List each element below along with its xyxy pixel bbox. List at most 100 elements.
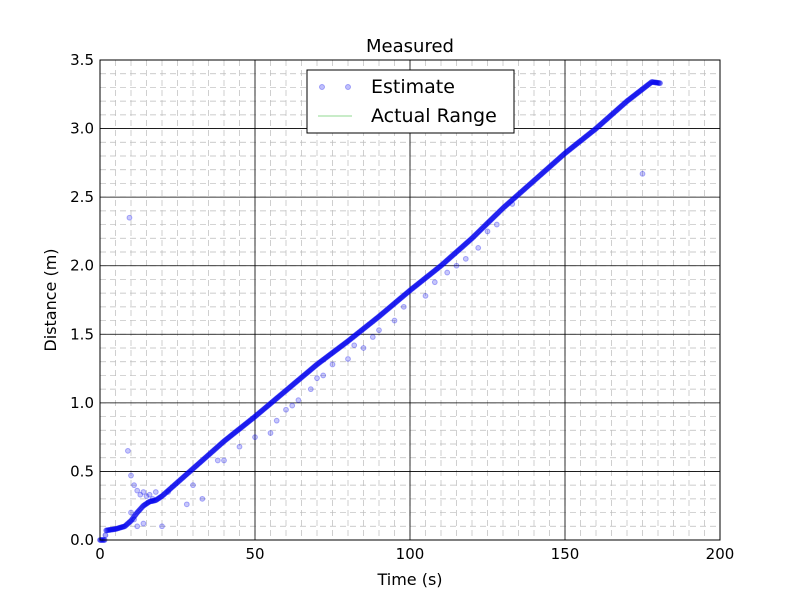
estimate-point bbox=[249, 416, 255, 422]
estimate-point bbox=[260, 406, 267, 413]
estimate-point bbox=[238, 424, 245, 431]
estimate-point bbox=[196, 460, 203, 467]
estimate-point bbox=[534, 175, 540, 181]
estimate-point bbox=[284, 386, 290, 393]
estimate-point bbox=[623, 99, 629, 105]
estimate-point bbox=[226, 434, 233, 441]
estimate-point bbox=[443, 258, 450, 265]
estimate-point bbox=[433, 266, 440, 272]
estimate-point bbox=[344, 339, 350, 345]
estimate-point bbox=[147, 498, 154, 505]
estimate-point bbox=[328, 350, 335, 357]
estimate-point bbox=[613, 107, 620, 114]
estimate-point bbox=[138, 505, 145, 511]
estimate-outlier-point bbox=[329, 361, 336, 368]
estimate-point bbox=[490, 214, 497, 221]
estimate-point bbox=[536, 173, 543, 180]
estimate-point bbox=[498, 207, 504, 214]
estimate-point bbox=[262, 404, 269, 411]
estimate-point bbox=[237, 425, 244, 431]
estimate-point bbox=[566, 147, 573, 153]
estimate-point bbox=[483, 221, 490, 228]
estimate-point bbox=[458, 244, 465, 251]
estimate-point bbox=[419, 277, 426, 284]
estimate-point bbox=[532, 176, 538, 183]
estimate-outlier-point bbox=[125, 447, 131, 454]
estimate-point bbox=[209, 448, 216, 455]
estimate-point bbox=[607, 112, 614, 119]
estimate-point bbox=[338, 342, 345, 349]
estimate-point bbox=[119, 523, 126, 530]
estimate-point bbox=[469, 235, 475, 242]
estimate-point bbox=[385, 305, 392, 312]
estimate-point bbox=[255, 411, 262, 417]
estimate-point bbox=[241, 421, 248, 428]
estimate-point bbox=[132, 512, 139, 519]
estimate-point bbox=[621, 100, 627, 107]
estimate-outlier-point bbox=[422, 292, 429, 299]
estimate-point bbox=[632, 91, 639, 98]
estimate-point bbox=[588, 128, 595, 135]
estimate-point bbox=[235, 426, 242, 433]
estimate-point bbox=[123, 521, 130, 528]
estimate-point bbox=[422, 275, 429, 281]
estimate-point bbox=[618, 102, 625, 109]
estimate-point bbox=[277, 391, 284, 398]
estimate-point bbox=[361, 325, 368, 331]
estimate-point bbox=[345, 338, 351, 345]
estimate-point bbox=[287, 384, 294, 390]
estimate-point bbox=[375, 314, 381, 321]
estimate-point bbox=[646, 80, 653, 87]
estimate-point bbox=[142, 501, 149, 508]
estimate-point bbox=[239, 423, 246, 430]
estimate-point bbox=[638, 87, 645, 93]
estimate-point bbox=[295, 377, 302, 383]
estimate-point bbox=[245, 418, 252, 425]
estimate-point bbox=[488, 216, 495, 223]
estimate-point bbox=[242, 421, 249, 427]
estimate-point bbox=[297, 375, 304, 382]
estimate-point bbox=[170, 483, 177, 489]
estimate-point bbox=[263, 404, 270, 410]
estimate-point bbox=[594, 124, 600, 131]
legend: Estimate Actual Range bbox=[306, 69, 515, 134]
estimate-point bbox=[637, 87, 644, 94]
estimate-point bbox=[520, 186, 527, 193]
estimate-point bbox=[627, 95, 633, 102]
estimate-point bbox=[285, 385, 291, 392]
legend-marker-estimate-2 bbox=[345, 84, 351, 90]
estimate-point bbox=[562, 150, 568, 157]
estimate-point bbox=[331, 348, 338, 355]
estimate-point bbox=[154, 495, 161, 502]
estimate-point bbox=[194, 462, 201, 468]
estimate-point bbox=[162, 490, 169, 497]
estimate-point bbox=[424, 273, 431, 280]
estimate-point bbox=[225, 435, 232, 441]
estimate-point bbox=[293, 378, 300, 385]
estimate-point bbox=[577, 138, 584, 144]
estimate-point bbox=[386, 304, 393, 311]
estimate-point bbox=[596, 122, 602, 129]
estimate-outlier-point bbox=[493, 221, 500, 228]
estimate-point bbox=[565, 147, 571, 154]
estimate-point bbox=[377, 312, 383, 319]
estimate-point bbox=[215, 442, 222, 449]
estimate-point bbox=[221, 438, 227, 445]
estimate-point bbox=[569, 144, 576, 151]
estimate-point bbox=[355, 330, 362, 336]
estimate-point bbox=[342, 340, 348, 347]
estimate-point bbox=[652, 79, 658, 86]
estimate-point bbox=[131, 513, 138, 520]
estimate-point bbox=[244, 419, 251, 426]
estimate-point bbox=[455, 247, 462, 254]
estimate-outlier-point bbox=[128, 509, 134, 516]
x-axis-title: Time (s) bbox=[376, 570, 442, 589]
data-layer bbox=[97, 79, 663, 543]
estimate-point bbox=[195, 461, 202, 468]
estimate-point bbox=[233, 428, 240, 435]
estimate-point bbox=[429, 269, 436, 276]
estimate-point bbox=[432, 266, 439, 273]
estimate-point bbox=[216, 442, 223, 448]
estimate-point bbox=[537, 172, 544, 179]
estimate-point bbox=[435, 265, 441, 272]
